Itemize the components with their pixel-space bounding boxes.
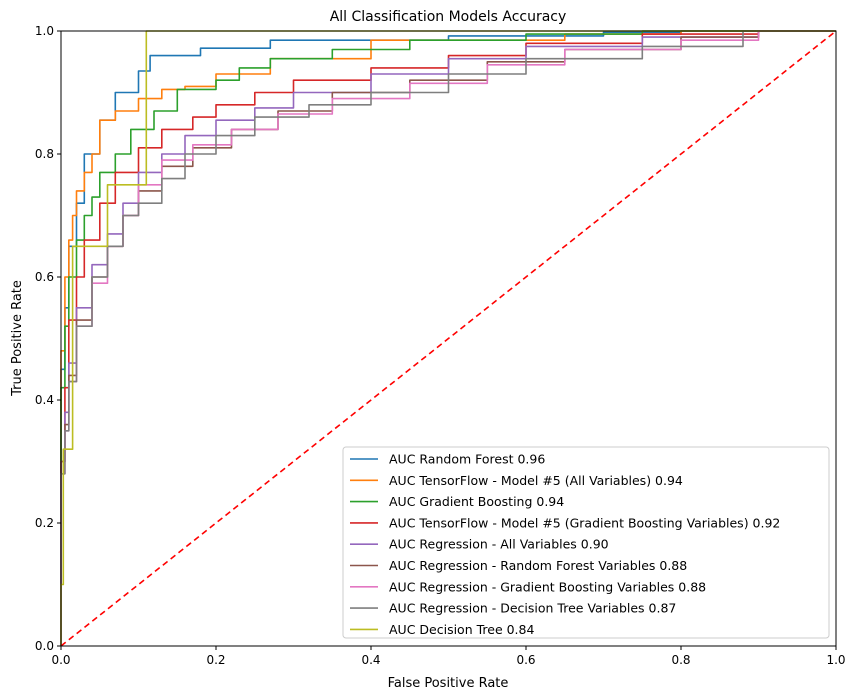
x-tick-label: 0.2 <box>206 653 225 667</box>
legend-box <box>342 446 830 639</box>
y-tick-label: 0.8 <box>35 147 54 161</box>
legend-label-8: AUC Regression - Decision Tree Variables… <box>389 601 676 616</box>
x-axis-ticks: 0.0 0.2 0.4 0.6 0.8 1.0 <box>51 646 846 667</box>
y-tick-label: 1.0 <box>35 24 54 38</box>
legend-label-1: AUC Random Forest 0.96 <box>389 452 545 467</box>
y-tick-label: 0.4 <box>35 393 54 407</box>
x-tick-label: 0.0 <box>51 653 70 667</box>
x-axis-label: False Positive Rate <box>388 676 509 691</box>
legend: AUC Random Forest 0.96 AUC TensorFlow - M… <box>342 446 830 639</box>
series-line-9 <box>60 30 836 646</box>
legend-label-2: AUC TensorFlow - Model #5 (All Variables… <box>389 473 683 488</box>
legend-label-7: AUC Regression - Gradient Boosting Varia… <box>389 579 706 594</box>
y-tick-label: 0.2 <box>35 516 54 530</box>
series-layer <box>60 30 836 646</box>
x-tick-label: 0.6 <box>516 653 535 667</box>
legend-label-6: AUC Regression - Random Forest Variables… <box>389 558 687 573</box>
y-axis-ticks: 0.0 0.2 0.4 0.6 0.8 1.0 <box>35 24 61 653</box>
x-tick-label: 0.4 <box>361 653 380 667</box>
series-line-2 <box>60 30 836 646</box>
legend-label-4: AUC TensorFlow - Model #5 (Gradient Boos… <box>389 515 780 530</box>
legend-label-5: AUC Regression - All Variables 0.90 <box>389 537 609 552</box>
x-tick-label: 0.8 <box>671 653 690 667</box>
plot-frame-border <box>60 30 837 647</box>
reference-diagonal-line <box>60 30 837 647</box>
legend-label-3: AUC Gradient Boosting 0.94 <box>389 494 564 509</box>
legend-label-9: AUC Decision Tree 0.84 <box>389 622 534 637</box>
y-axis-label: True Positive Rate <box>10 280 25 397</box>
y-tick-label: 0.0 <box>35 639 54 653</box>
y-tick-label: 0.6 <box>35 270 54 284</box>
chart-title: All Classification Models Accuracy <box>330 9 567 25</box>
x-tick-label: 1.0 <box>826 653 845 667</box>
series-line-8 <box>60 30 836 646</box>
